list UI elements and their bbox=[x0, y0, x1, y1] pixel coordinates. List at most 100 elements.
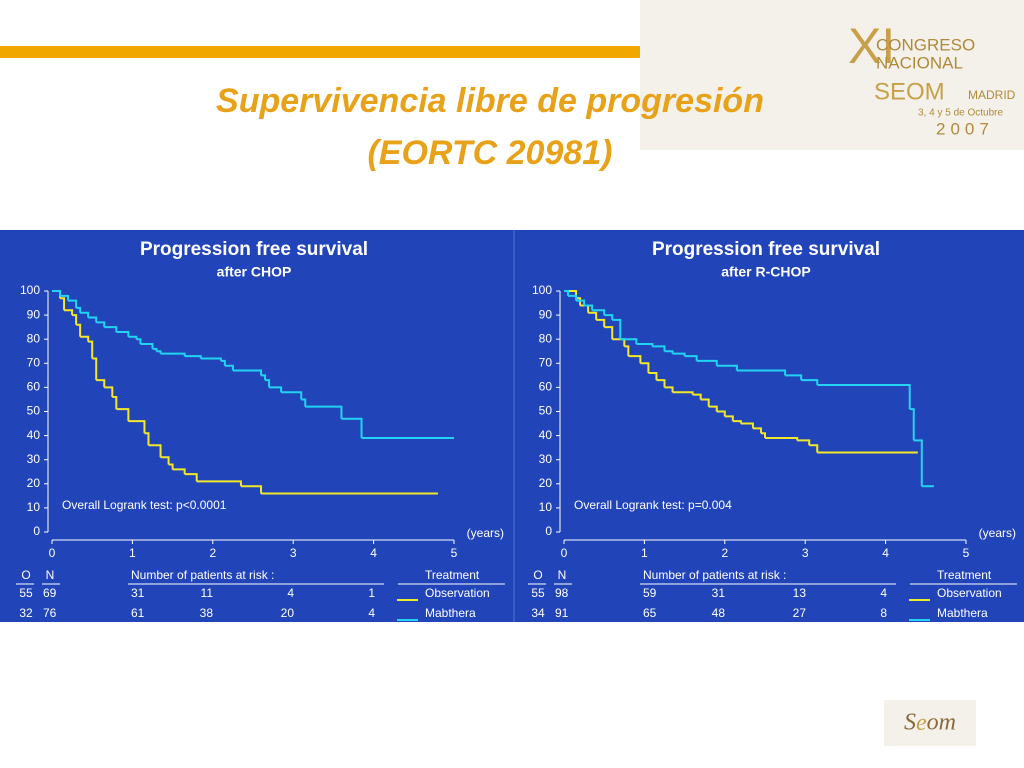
x-tick-label: 4 bbox=[882, 546, 889, 560]
risk-count: 13 bbox=[793, 586, 807, 600]
risk-n: 69 bbox=[43, 586, 57, 600]
logo-year: 2007 bbox=[936, 119, 994, 138]
x-axis-label: (years) bbox=[467, 526, 504, 540]
survival-step bbox=[88, 340, 94, 359]
y-tick-label: 70 bbox=[27, 355, 41, 369]
x-tick-label: 5 bbox=[451, 546, 458, 560]
logo-text: CONGRESO bbox=[876, 35, 975, 54]
risk-n: 98 bbox=[555, 586, 569, 600]
survival-step bbox=[281, 391, 303, 400]
x-tick-label: 1 bbox=[641, 546, 648, 560]
legend-label: Observation bbox=[937, 586, 1002, 600]
x-tick-label: 2 bbox=[721, 546, 728, 560]
chart-subtitle: after R-CHOP bbox=[721, 264, 810, 280]
chart-panel bbox=[0, 230, 1024, 622]
y-tick-label: 30 bbox=[539, 452, 553, 466]
survival-step bbox=[60, 294, 70, 301]
risk-count: 1 bbox=[368, 586, 375, 600]
footer-logo-glyph: Seom bbox=[904, 710, 956, 736]
survival-step bbox=[568, 294, 578, 301]
survival-step bbox=[724, 415, 734, 422]
y-tick-label: 80 bbox=[27, 331, 41, 345]
x-axis-label: (years) bbox=[979, 526, 1016, 540]
survival-step bbox=[696, 359, 718, 366]
risk-count: 20 bbox=[281, 606, 295, 620]
survival-step bbox=[232, 369, 263, 376]
y-tick-label: 20 bbox=[539, 476, 553, 490]
survival-step bbox=[301, 398, 307, 407]
y-tick-label: 40 bbox=[539, 428, 553, 442]
survival-step bbox=[817, 383, 911, 410]
survival-step bbox=[588, 311, 598, 320]
survival-step bbox=[148, 444, 162, 458]
risk-count: 31 bbox=[131, 586, 145, 600]
survival-step bbox=[716, 410, 726, 417]
survival-step bbox=[160, 456, 170, 465]
logo-dates: 3, 4 y 5 de Octubre bbox=[918, 108, 1003, 119]
survival-step bbox=[136, 338, 142, 345]
slide-title: Supervivencia libre de progresión bbox=[216, 82, 764, 120]
x-tick-label: 0 bbox=[561, 546, 568, 560]
logo-background bbox=[640, 0, 1024, 150]
survival-step bbox=[88, 316, 98, 323]
survival-step bbox=[624, 345, 630, 357]
footer-logo bbox=[884, 700, 976, 746]
logo-brand: SEOM bbox=[874, 78, 945, 105]
survival-step bbox=[913, 439, 923, 487]
y-tick-label: 50 bbox=[27, 404, 41, 418]
survival-step bbox=[265, 379, 271, 388]
x-tick-label: 1 bbox=[129, 546, 136, 560]
survival-step bbox=[909, 408, 915, 441]
survival-step bbox=[144, 432, 150, 446]
survival-step bbox=[648, 371, 658, 381]
risk-count: 4 bbox=[287, 586, 294, 600]
y-tick-label: 50 bbox=[539, 404, 553, 418]
y-tick-label: 80 bbox=[539, 331, 553, 345]
survival-step bbox=[752, 427, 762, 434]
survival-step bbox=[692, 393, 702, 400]
risk-count: 59 bbox=[643, 586, 657, 600]
survival-step bbox=[220, 359, 226, 366]
y-tick-label: 90 bbox=[27, 307, 41, 321]
chart-title: Progression free survival bbox=[652, 239, 880, 260]
survival-step bbox=[269, 386, 283, 393]
survival-step bbox=[96, 321, 106, 328]
y-tick-label: 0 bbox=[33, 524, 40, 538]
survival-step bbox=[736, 369, 787, 376]
survival-step bbox=[760, 432, 766, 439]
survival-step bbox=[168, 463, 174, 470]
legend-label: Observation bbox=[425, 586, 490, 600]
logo-city: MADRID bbox=[968, 88, 1016, 102]
survival-step bbox=[140, 343, 154, 349]
y-tick-label: 70 bbox=[539, 355, 553, 369]
annotation: Overall Logrank test: p=0.004 bbox=[574, 498, 732, 512]
survival-step bbox=[620, 338, 638, 345]
survival-step bbox=[172, 468, 186, 475]
survival-step bbox=[128, 420, 146, 434]
logo-text: NACIONAL bbox=[876, 53, 963, 72]
x-tick-label: 5 bbox=[963, 546, 970, 560]
risk-count: 11 bbox=[201, 586, 214, 600]
survival-step bbox=[584, 304, 594, 311]
y-tick-label: 100 bbox=[20, 283, 40, 297]
risk-header: N bbox=[46, 568, 55, 582]
survival-step bbox=[700, 398, 710, 407]
x-tick-label: 0 bbox=[49, 546, 56, 560]
risk-n: 91 bbox=[555, 606, 569, 620]
y-tick-label: 100 bbox=[532, 283, 552, 297]
y-tick-label: 60 bbox=[27, 380, 41, 394]
survival-step bbox=[261, 374, 267, 381]
slide-title: (EORTC 20981) bbox=[367, 134, 612, 172]
risk-count: 65 bbox=[643, 606, 657, 620]
risk-count: 27 bbox=[793, 606, 807, 620]
survival-step bbox=[64, 309, 74, 316]
survival-step bbox=[604, 326, 614, 340]
survival-step bbox=[52, 290, 62, 296]
legend-label: Mabthera bbox=[425, 606, 476, 620]
y-tick-label: 40 bbox=[27, 428, 41, 442]
survival-step bbox=[104, 326, 118, 332]
x-tick-label: 3 bbox=[290, 546, 297, 560]
chart-title: Progression free survival bbox=[140, 239, 368, 260]
survival-step bbox=[80, 311, 90, 318]
